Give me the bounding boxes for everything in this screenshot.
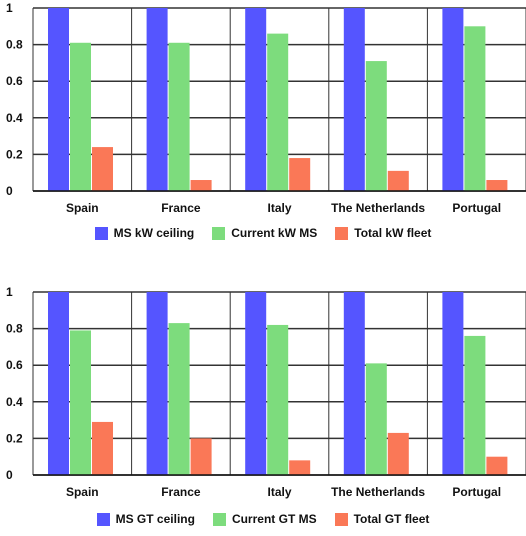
y-tick-label: 0.6 xyxy=(6,358,23,372)
gt-bar-chart: 0 0.2 0.4 0.6 0.8 1 Spain France Italy The Nether… xyxy=(6,285,526,499)
bar xyxy=(442,8,464,191)
bar xyxy=(289,158,311,191)
y-tick-label: 0 xyxy=(6,468,13,482)
bar xyxy=(190,180,212,191)
bar xyxy=(486,456,508,475)
y-tick-label: 1 xyxy=(6,285,13,299)
y-tick-label: 0.6 xyxy=(6,74,23,88)
x-category-label: Italy xyxy=(267,485,291,499)
legend-swatch xyxy=(212,512,226,526)
bar xyxy=(464,335,486,475)
x-category-label: Spain xyxy=(66,201,99,215)
bar xyxy=(70,330,91,475)
legend-item-current-gt-ms: Current GT MS xyxy=(212,512,317,526)
legend-label: Current kW MS xyxy=(231,226,318,240)
bar xyxy=(365,363,387,475)
y-tick-label: 0.8 xyxy=(6,38,23,52)
x-category-label: Spain xyxy=(66,485,99,499)
legend-label: Total GT fleet xyxy=(353,512,430,526)
y-tick-label: 0.2 xyxy=(6,431,23,445)
bar xyxy=(365,61,387,191)
kw-bar-chart: 0 0.2 0.4 0.6 0.8 1 Spain France Italy The Nether… xyxy=(6,1,526,215)
legend-item-ms-gt-ceiling: MS GT ceiling xyxy=(96,512,195,526)
x-category-label: France xyxy=(161,485,201,499)
bar xyxy=(92,147,113,191)
bar xyxy=(146,292,168,475)
bar xyxy=(168,42,190,191)
bar xyxy=(70,42,91,191)
bar xyxy=(343,8,365,191)
legend-swatch xyxy=(212,226,226,240)
bar xyxy=(190,438,212,475)
y-tick-label: 0.4 xyxy=(6,395,23,409)
legend-swatch xyxy=(335,226,349,240)
bar xyxy=(387,170,409,191)
y-tick-label: 1 xyxy=(6,1,13,15)
bar xyxy=(267,33,289,192)
x-category-label: Portugal xyxy=(452,485,501,499)
bar xyxy=(146,8,168,191)
legend-label: MS GT ceiling xyxy=(115,512,195,526)
legend-item-current-kw-ms: Current kW MS xyxy=(212,226,317,240)
legend-label: Current GT MS xyxy=(231,512,317,526)
bar xyxy=(343,292,365,475)
bar xyxy=(245,292,267,475)
kw-chart-legend: MS kW ceiling Current kW MS Total kW fle… xyxy=(0,226,526,240)
legend-swatch xyxy=(96,512,110,526)
x-category-label: The Netherlands xyxy=(331,201,425,215)
x-category-label: Portugal xyxy=(452,201,501,215)
legend-label: MS kW ceiling xyxy=(113,226,195,240)
x-category-label: France xyxy=(161,201,201,215)
gt-chart-panel: 0 0.2 0.4 0.6 0.8 1 Spain France Italy The Nether… xyxy=(0,284,526,534)
bar xyxy=(168,323,190,475)
bar xyxy=(92,421,113,475)
bar xyxy=(486,180,508,191)
bar xyxy=(442,292,464,475)
y-tick-label: 0 xyxy=(6,184,13,198)
bar xyxy=(48,292,69,475)
legend-item-total-kw-fleet: Total kW fleet xyxy=(335,226,431,240)
legend-item-ms-kw-ceiling: MS kW ceiling xyxy=(94,226,195,240)
bar xyxy=(245,8,267,191)
x-category-label: Italy xyxy=(267,201,291,215)
bar xyxy=(289,460,311,475)
legend-swatch xyxy=(334,512,348,526)
x-category-label: The Netherlands xyxy=(331,485,425,499)
y-tick-label: 0.8 xyxy=(6,322,23,336)
bar xyxy=(387,432,409,475)
kw-chart-panel: 0 0.2 0.4 0.6 0.8 1 Spain France Italy The Nether… xyxy=(0,0,526,250)
bar xyxy=(464,26,486,191)
legend-label: Total kW fleet xyxy=(354,226,432,240)
gt-chart-legend: MS GT ceiling Current GT MS Total GT fle… xyxy=(0,512,526,526)
legend-item-total-gt-fleet: Total GT fleet xyxy=(334,512,430,526)
y-tick-label: 0.4 xyxy=(6,111,23,125)
bar xyxy=(48,8,69,191)
bar xyxy=(267,324,289,475)
y-tick-label: 0.2 xyxy=(6,147,23,161)
legend-swatch xyxy=(94,226,108,240)
